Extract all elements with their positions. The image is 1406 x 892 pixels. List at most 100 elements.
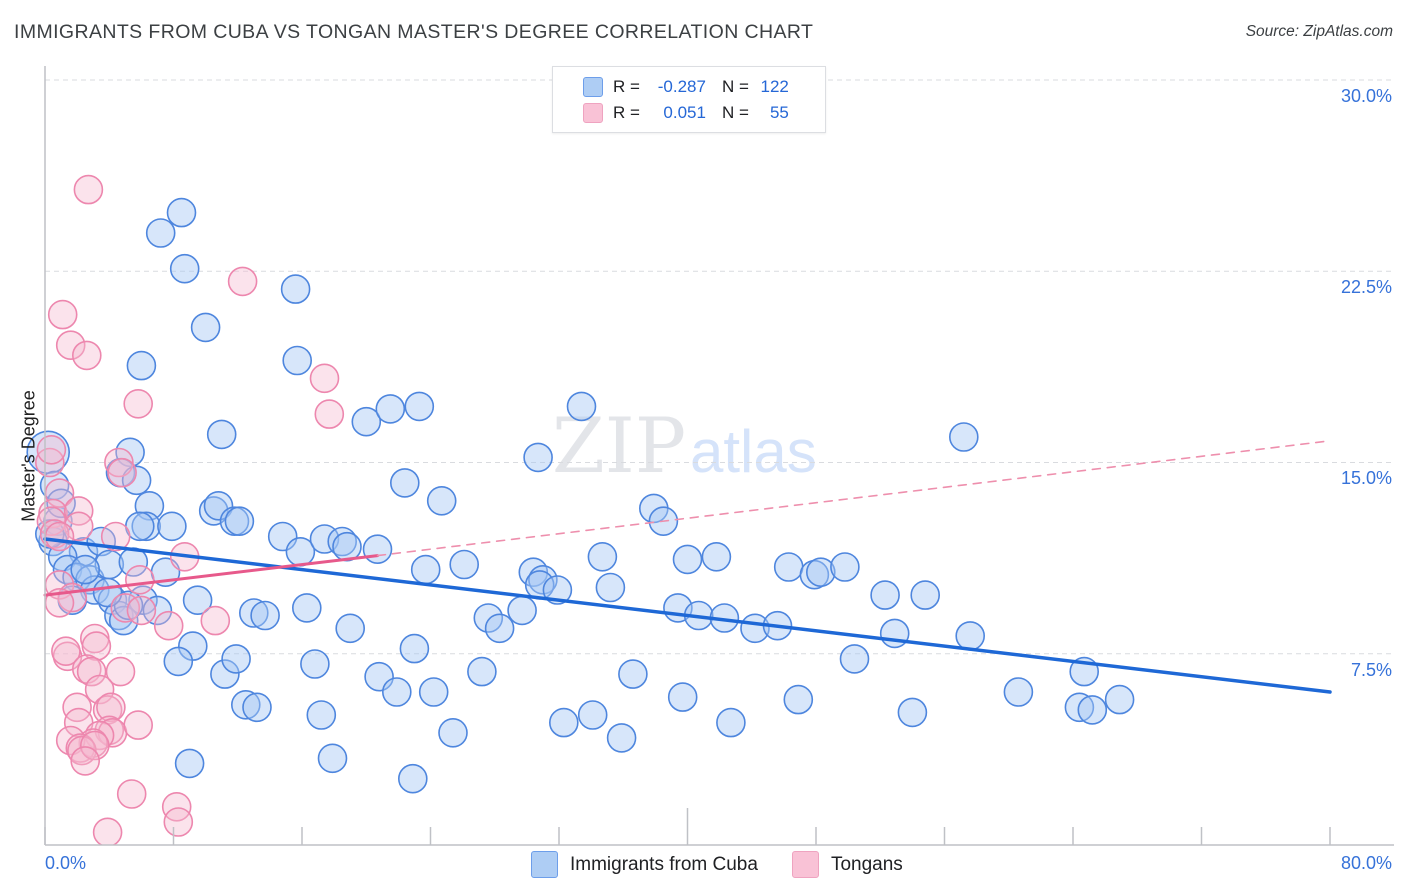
scatter-point-tongans[interactable] <box>309 363 340 394</box>
scatter-point-tongans[interactable] <box>104 447 134 478</box>
scatter-point-cuba[interactable] <box>606 723 637 753</box>
scatter-point-cuba[interactable] <box>426 485 457 516</box>
scatter-point-tongans[interactable] <box>96 692 126 723</box>
scatter-point-cuba[interactable] <box>404 391 435 422</box>
scatter-point-cuba[interactable] <box>397 763 428 794</box>
scatter-point-cuba[interactable] <box>410 554 441 585</box>
scatter-point-cuba[interactable] <box>418 677 449 707</box>
scatter-point-cuba[interactable] <box>203 490 234 521</box>
scatter-point-tongans[interactable] <box>55 725 86 756</box>
scatter-point-tongans[interactable] <box>47 299 78 330</box>
scatter-point-cuba[interactable] <box>70 554 100 585</box>
scatter-point-cuba[interactable] <box>250 600 280 631</box>
scatter-point-tongans[interactable] <box>81 631 112 661</box>
scatter-point-tongans[interactable] <box>161 791 192 822</box>
legend-row-cuba[interactable]: R = -0.287 N = 122 <box>553 74 825 100</box>
scatter-point-cuba[interactable] <box>190 312 221 343</box>
legend-row-tongans[interactable]: R = 0.051 N = 55 <box>553 100 825 126</box>
scatter-point-cuba[interactable] <box>507 595 537 626</box>
scatter-point-tongans[interactable] <box>44 521 75 552</box>
scatter-point-cuba[interactable] <box>910 580 941 610</box>
scatter-point-cuba[interactable] <box>1003 677 1034 707</box>
scatter-point-cuba[interactable] <box>1104 684 1135 715</box>
scatter-point-cuba[interactable] <box>317 743 348 774</box>
scatter-point-tongans[interactable] <box>76 656 107 687</box>
scatter-point-cuba[interactable] <box>948 422 979 452</box>
scatter-point-cuba[interactable] <box>145 218 176 248</box>
scatter-point-cuba[interactable] <box>46 488 76 519</box>
scatter-point-cuba[interactable] <box>163 646 194 677</box>
scatter-point-cuba[interactable] <box>166 197 197 228</box>
scatter-point-tongans[interactable] <box>72 340 102 371</box>
scatter-point-cuba[interactable] <box>667 682 698 712</box>
scatter-point-cuba[interactable] <box>169 253 200 284</box>
scatter-point-tongans[interactable] <box>123 388 153 419</box>
scatter-point-cuba[interactable] <box>142 595 173 626</box>
scatter-point-cuba[interactable] <box>291 593 322 623</box>
scatter-point-cuba[interactable] <box>672 544 703 575</box>
scatter-point-cuba[interactable] <box>473 603 504 633</box>
legend-item-tongans[interactable]: Tongans <box>791 851 903 878</box>
scatter-point-cuba[interactable] <box>221 644 251 674</box>
scatter-point-cuba[interactable] <box>306 700 337 730</box>
scatter-point-cuba[interactable] <box>467 656 497 687</box>
scatter-point-cuba[interactable] <box>701 541 732 572</box>
scatter-point-cuba[interactable] <box>300 649 330 679</box>
scatter-point-tongans[interactable] <box>100 521 131 552</box>
scatter-point-cuba[interactable] <box>618 659 648 689</box>
scatter-point-cuba[interactable] <box>210 659 240 689</box>
scatter-point-cuba[interactable] <box>839 644 870 674</box>
scatter-point-tongans[interactable] <box>73 174 104 205</box>
scatter-point-cuba[interactable] <box>375 394 406 424</box>
scatter-point-cuba[interactable] <box>716 707 746 738</box>
scatter-point-cuba[interactable] <box>438 717 468 748</box>
scatter-point-cuba[interactable] <box>332 531 362 562</box>
scatter-point-cuba[interactable] <box>542 575 573 605</box>
scatter-point-tongans[interactable] <box>107 457 137 488</box>
scatter-point-cuba[interactable] <box>182 585 213 616</box>
scatter-point-cuba[interactable] <box>1064 692 1095 723</box>
scatter-point-cuba[interactable] <box>566 391 597 422</box>
scatter-point-cuba[interactable] <box>381 677 412 707</box>
scatter-point-tongans[interactable] <box>110 593 141 623</box>
scatter-point-cuba[interactable] <box>830 552 860 582</box>
scatter-point-cuba[interactable] <box>131 511 161 542</box>
scatter-point-cuba[interactable] <box>231 689 261 720</box>
scatter-point-cuba[interactable] <box>577 700 608 730</box>
scatter-point-cuba[interactable] <box>239 598 269 628</box>
scatter-point-tongans[interactable] <box>80 730 110 761</box>
scatter-point-cuba[interactable] <box>484 613 515 644</box>
scatter-point-cuba[interactable] <box>389 468 420 498</box>
scatter-point-cuba[interactable] <box>242 692 272 723</box>
scatter-point-cuba[interactable] <box>174 748 205 779</box>
scatter-point-tongans[interactable] <box>126 595 157 626</box>
scatter-point-cuba[interactable] <box>351 406 382 437</box>
scatter-point-tongans[interactable] <box>116 779 147 809</box>
scatter-point-tongans[interactable] <box>163 807 194 837</box>
scatter-point-cuba[interactable] <box>528 564 558 595</box>
scatter-point-cuba[interactable] <box>879 618 910 649</box>
scatter-point-cuba[interactable] <box>870 580 900 610</box>
scatter-point-cuba[interactable] <box>449 549 480 580</box>
scatter-point-tongans[interactable] <box>63 496 94 526</box>
scatter-point-cuba[interactable] <box>280 274 311 304</box>
scatter-point-cuba[interactable] <box>897 697 928 728</box>
scatter-point-cuba[interactable] <box>955 621 986 651</box>
scatter-point-cuba[interactable] <box>1077 695 1108 725</box>
scatter-point-cuba[interactable] <box>206 419 237 450</box>
scatter-point-cuba[interactable] <box>773 552 804 582</box>
scatter-point-tongans[interactable] <box>200 605 231 636</box>
scatter-point-cuba[interactable] <box>805 557 836 588</box>
legend-item-cuba[interactable]: Immigrants from Cuba <box>531 851 758 878</box>
scatter-point-cuba[interactable] <box>362 534 393 565</box>
scatter-point-tongans[interactable] <box>36 434 67 465</box>
scatter-point-cuba[interactable] <box>399 633 430 664</box>
scatter-point-cuba[interactable] <box>783 684 814 715</box>
scatter-point-cuba[interactable] <box>548 707 579 738</box>
scatter-point-tongans[interactable] <box>105 656 136 687</box>
scatter-point-tongans[interactable] <box>125 564 155 595</box>
scatter-point-cuba[interactable] <box>335 613 366 644</box>
scatter-point-tongans[interactable] <box>62 692 92 723</box>
scatter-point-cuba[interactable] <box>121 465 152 496</box>
scatter-point-cuba[interactable] <box>224 506 255 537</box>
